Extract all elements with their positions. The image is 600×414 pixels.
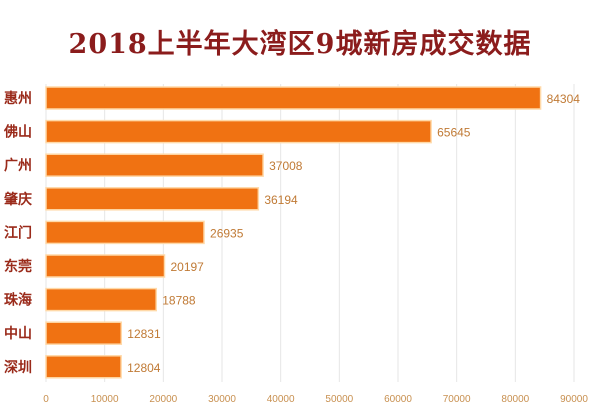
bar bbox=[45, 254, 166, 278]
category-label: 珠海 bbox=[4, 292, 32, 309]
x-tick-label: 0 bbox=[43, 394, 49, 405]
x-tick-label: 10000 bbox=[91, 394, 119, 405]
x-tick-label: 60000 bbox=[384, 394, 412, 405]
bar bbox=[45, 187, 260, 211]
x-tick-label: 20000 bbox=[149, 394, 177, 405]
category-label: 肇庆 bbox=[4, 191, 32, 208]
value-label: 20197 bbox=[170, 260, 204, 274]
x-tick-label: 50000 bbox=[325, 394, 353, 405]
category-label: 佛山 bbox=[3, 124, 32, 141]
value-label: 26935 bbox=[210, 226, 244, 240]
bar bbox=[45, 153, 264, 177]
category-label: 江门 bbox=[4, 224, 32, 241]
bar bbox=[45, 355, 122, 379]
category-label: 中山 bbox=[4, 325, 32, 342]
x-tick-label: 40000 bbox=[267, 394, 295, 405]
x-tick-label: 70000 bbox=[443, 394, 471, 405]
value-label: 37008 bbox=[269, 159, 303, 173]
value-label: 84304 bbox=[547, 92, 581, 106]
value-label: 36194 bbox=[264, 193, 298, 207]
x-tick-label: 30000 bbox=[208, 394, 236, 405]
value-label: 12804 bbox=[127, 361, 161, 375]
bar bbox=[45, 86, 542, 110]
value-label: 65645 bbox=[437, 126, 471, 140]
bar bbox=[45, 220, 205, 245]
category-label: 广州 bbox=[4, 157, 32, 174]
bar bbox=[45, 287, 157, 312]
value-label: 12831 bbox=[127, 327, 161, 341]
x-tick-label: 80000 bbox=[501, 394, 529, 405]
chart-title: 2018上半年大湾区9城新房成交数据 bbox=[68, 29, 532, 60]
value-label: 18788 bbox=[162, 294, 196, 308]
bar bbox=[45, 321, 123, 345]
category-label: 东莞 bbox=[4, 258, 32, 275]
x-tick-label: 90000 bbox=[560, 394, 588, 405]
category-label: 惠州 bbox=[4, 90, 32, 107]
category-label: 深圳 bbox=[4, 359, 32, 376]
bar bbox=[45, 119, 432, 144]
